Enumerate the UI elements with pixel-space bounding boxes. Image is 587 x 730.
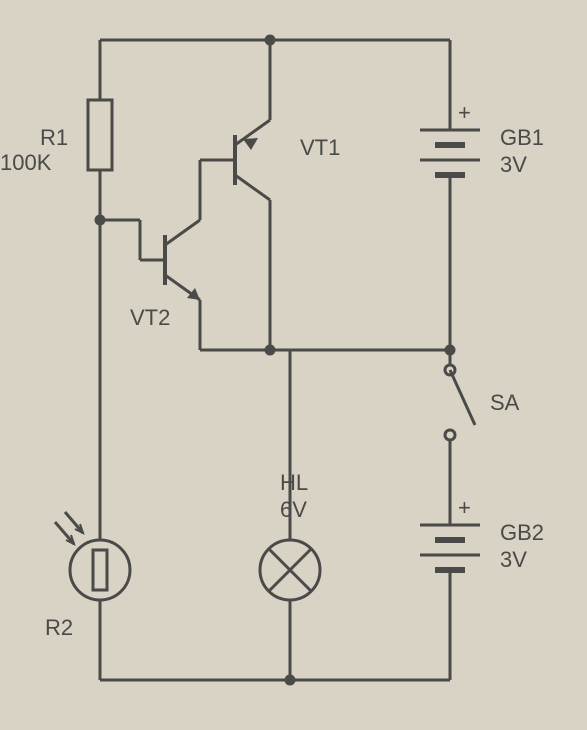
gb2-value: 3V bbox=[500, 547, 527, 573]
gb1-plus: + bbox=[458, 100, 471, 126]
vt1-label: VT1 bbox=[300, 135, 340, 161]
vt2-label: VT2 bbox=[130, 305, 170, 331]
hl-value: 6V bbox=[280, 497, 307, 523]
r1-value: 100K bbox=[0, 150, 51, 176]
gb2-label: GB2 bbox=[500, 520, 544, 546]
gb1-value: 3V bbox=[500, 152, 527, 178]
r1-label: R1 bbox=[40, 125, 68, 151]
r2-label: R2 bbox=[45, 615, 73, 641]
gb2-plus: + bbox=[458, 495, 471, 521]
circuit-schematic bbox=[0, 0, 587, 730]
gb1-label: GB1 bbox=[500, 125, 544, 151]
sa-label: SA bbox=[490, 390, 519, 416]
hl-label: HL bbox=[280, 470, 308, 496]
